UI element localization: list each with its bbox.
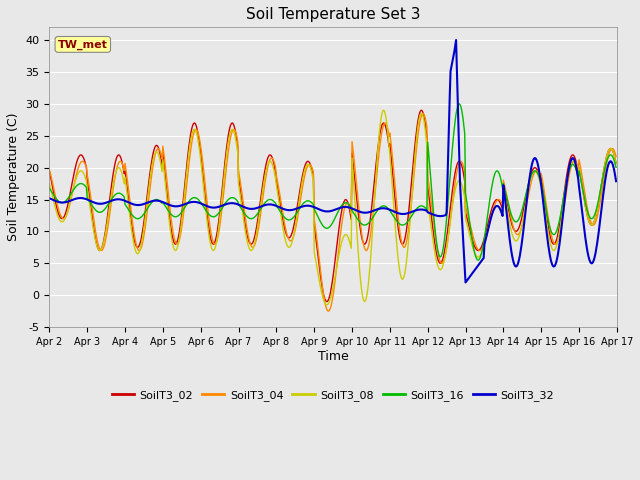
SoilT3_32 <box>45 195 53 201</box>
SoilT3_16 <box>612 165 620 170</box>
SoilT3_04 <box>202 184 209 190</box>
SoilT3_08 <box>612 161 620 167</box>
SoilT3_08 <box>172 248 179 253</box>
Y-axis label: Soil Temperature (C): Soil Temperature (C) <box>7 113 20 241</box>
SoilT3_02 <box>172 241 179 247</box>
SoilT3_16 <box>402 221 410 227</box>
SoilT3_16 <box>114 191 122 196</box>
SoilT3_32 <box>461 279 469 285</box>
SoilT3_16 <box>56 199 63 205</box>
SoilT3_16 <box>456 101 463 107</box>
Text: TW_met: TW_met <box>58 39 108 49</box>
SoilT3_04 <box>420 111 428 117</box>
SoilT3_02 <box>417 108 425 113</box>
SoilT3_04 <box>45 167 53 172</box>
SoilT3_16 <box>419 203 426 209</box>
SoilT3_32 <box>402 211 410 216</box>
SoilT3_02 <box>403 228 410 233</box>
SoilT3_32 <box>612 179 620 184</box>
SoilT3_08 <box>323 302 331 308</box>
SoilT3_08 <box>380 108 387 113</box>
SoilT3_08 <box>45 180 53 186</box>
SoilT3_02 <box>45 168 53 174</box>
SoilT3_02 <box>202 196 209 202</box>
SoilT3_02 <box>323 299 331 304</box>
Title: Soil Temperature Set 3: Soil Temperature Set 3 <box>246 7 420 22</box>
Line: SoilT3_08: SoilT3_08 <box>49 110 616 305</box>
SoilT3_32 <box>114 196 122 202</box>
SoilT3_32 <box>172 204 179 209</box>
Line: SoilT3_32: SoilT3_32 <box>49 40 616 282</box>
SoilT3_04 <box>403 240 410 245</box>
SoilT3_16 <box>474 257 482 263</box>
SoilT3_04 <box>419 110 427 116</box>
SoilT3_32 <box>56 199 63 205</box>
Legend: SoilT3_02, SoilT3_04, SoilT3_08, SoilT3_16, SoilT3_32: SoilT3_02, SoilT3_04, SoilT3_08, SoilT3_… <box>108 386 559 406</box>
SoilT3_02 <box>56 214 63 219</box>
SoilT3_04 <box>612 154 620 159</box>
SoilT3_32 <box>419 207 426 213</box>
SoilT3_04 <box>172 240 179 245</box>
SoilT3_16 <box>45 185 53 191</box>
SoilT3_08 <box>114 165 122 171</box>
X-axis label: Time: Time <box>317 349 349 362</box>
SoilT3_02 <box>420 112 428 118</box>
SoilT3_04 <box>114 162 122 168</box>
SoilT3_16 <box>172 214 179 220</box>
Line: SoilT3_16: SoilT3_16 <box>49 104 616 260</box>
SoilT3_04 <box>56 210 63 216</box>
SoilT3_08 <box>403 252 411 258</box>
SoilT3_32 <box>202 203 209 208</box>
SoilT3_02 <box>612 161 620 167</box>
SoilT3_32 <box>452 37 460 43</box>
Line: SoilT3_02: SoilT3_02 <box>49 110 616 301</box>
SoilT3_08 <box>420 117 428 122</box>
SoilT3_08 <box>56 217 63 223</box>
SoilT3_16 <box>202 207 209 213</box>
SoilT3_08 <box>202 203 209 208</box>
SoilT3_04 <box>324 308 332 314</box>
SoilT3_02 <box>114 153 122 158</box>
Line: SoilT3_04: SoilT3_04 <box>49 113 616 311</box>
